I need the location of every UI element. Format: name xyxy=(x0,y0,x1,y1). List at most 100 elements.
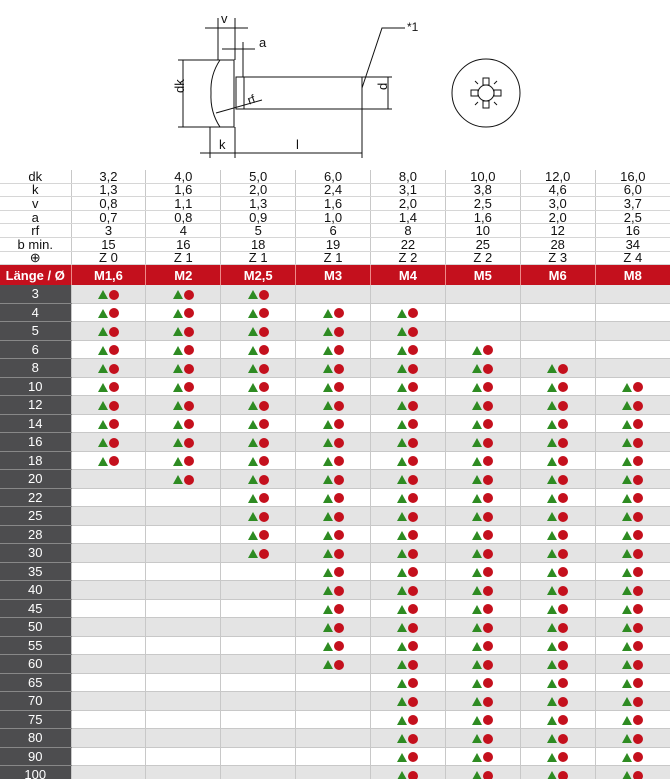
availability-cell xyxy=(70,321,146,341)
red-dot-icon xyxy=(258,400,269,411)
availability-cell xyxy=(295,765,371,779)
availability-cell xyxy=(295,469,371,489)
availability-cell xyxy=(519,451,596,471)
red-dot-icon xyxy=(633,678,644,689)
green-triangle-icon xyxy=(472,567,483,577)
availability-cell xyxy=(444,543,521,563)
green-triangle-icon xyxy=(322,308,333,318)
availability-cell xyxy=(370,654,446,674)
red-dot-icon xyxy=(483,567,494,578)
length-diameter-header: Länge / Ø xyxy=(0,264,71,286)
size-header: M5 xyxy=(444,264,521,286)
availability-cell xyxy=(295,488,371,508)
spec-value: 8 xyxy=(370,223,446,238)
spec-value: 12 xyxy=(519,223,596,238)
green-triangle-icon xyxy=(322,586,333,596)
length-cell: 70 xyxy=(0,691,71,711)
availability-cell xyxy=(594,765,670,779)
red-dot-icon xyxy=(333,659,344,670)
availability-cell xyxy=(70,358,146,378)
availability-cell xyxy=(370,543,446,563)
availability-cell xyxy=(594,377,670,397)
availability-cell xyxy=(519,488,596,508)
table-row: 30 xyxy=(0,543,670,563)
label-l: l xyxy=(296,137,299,152)
availability-cell xyxy=(594,285,670,304)
availability-cell xyxy=(594,340,670,360)
availability-cell xyxy=(220,525,296,545)
red-dot-icon xyxy=(633,641,644,652)
red-dot-icon xyxy=(633,659,644,670)
availability-cell xyxy=(145,377,221,397)
green-triangle-icon xyxy=(397,438,408,448)
spec-value: 0,9 xyxy=(220,210,296,225)
availability-cell xyxy=(444,691,521,711)
green-triangle-icon xyxy=(397,586,408,596)
availability-cell xyxy=(519,673,596,693)
availability-cell xyxy=(145,451,221,471)
table-row: 8 xyxy=(0,358,670,378)
red-dot-icon xyxy=(633,585,644,596)
red-dot-icon xyxy=(483,696,494,707)
spec-label: a xyxy=(0,210,71,225)
availability-cell xyxy=(70,747,146,767)
availability-cell xyxy=(444,451,521,471)
green-triangle-icon xyxy=(322,456,333,466)
spec-value: Z 0 xyxy=(70,251,146,266)
green-triangle-icon xyxy=(97,401,108,411)
availability-cell xyxy=(370,599,446,619)
red-dot-icon xyxy=(258,511,269,522)
spec-value: 0,8 xyxy=(145,210,221,225)
red-dot-icon xyxy=(558,604,569,615)
red-dot-icon xyxy=(558,493,569,504)
green-triangle-icon xyxy=(397,623,408,633)
red-dot-icon xyxy=(108,400,119,411)
red-dot-icon xyxy=(483,493,494,504)
length-cell: 25 xyxy=(0,506,71,526)
availability-cell xyxy=(295,414,371,434)
red-dot-icon xyxy=(483,585,494,596)
availability-cell xyxy=(370,358,446,378)
green-triangle-icon xyxy=(622,752,633,762)
green-triangle-icon xyxy=(472,364,483,374)
spec-value: Z 2 xyxy=(370,251,446,266)
spec-value: Z 4 xyxy=(594,251,670,266)
red-dot-icon xyxy=(408,400,419,411)
green-triangle-icon xyxy=(472,456,483,466)
red-dot-icon xyxy=(633,493,644,504)
green-triangle-icon xyxy=(622,604,633,614)
availability-cell xyxy=(295,285,371,304)
red-dot-icon xyxy=(108,419,119,430)
green-triangle-icon xyxy=(322,345,333,355)
red-dot-icon xyxy=(408,567,419,578)
red-dot-icon xyxy=(408,641,419,652)
spec-value: 25 xyxy=(444,237,521,252)
spec-value: 6,0 xyxy=(594,183,670,198)
table-row: 12 xyxy=(0,395,670,415)
red-dot-icon xyxy=(558,733,569,744)
availability-cell xyxy=(295,691,371,711)
availability-cell xyxy=(444,562,521,582)
availability-cell xyxy=(145,673,221,693)
green-triangle-icon xyxy=(172,382,183,392)
green-triangle-icon xyxy=(97,364,108,374)
green-triangle-icon xyxy=(172,475,183,485)
availability-cell xyxy=(519,506,596,526)
green-triangle-icon xyxy=(622,771,633,779)
red-dot-icon xyxy=(258,474,269,485)
red-dot-icon xyxy=(558,363,569,374)
green-triangle-icon xyxy=(322,567,333,577)
availability-cell xyxy=(145,728,221,748)
availability-cell xyxy=(594,469,670,489)
spec-value: Z 1 xyxy=(220,251,296,266)
red-dot-icon xyxy=(483,511,494,522)
red-dot-icon xyxy=(333,345,344,356)
availability-cell xyxy=(519,747,596,767)
length-cell: 14 xyxy=(0,414,71,434)
spec-row: a 0,7 0,8 0,9 1,0 1,4 1,6 2,0 2,5 xyxy=(0,210,670,225)
availability-cell xyxy=(519,636,596,656)
availability-cell xyxy=(519,617,596,637)
availability-cell xyxy=(444,525,521,545)
availability-cell xyxy=(594,562,670,582)
availability-cell xyxy=(145,765,221,779)
